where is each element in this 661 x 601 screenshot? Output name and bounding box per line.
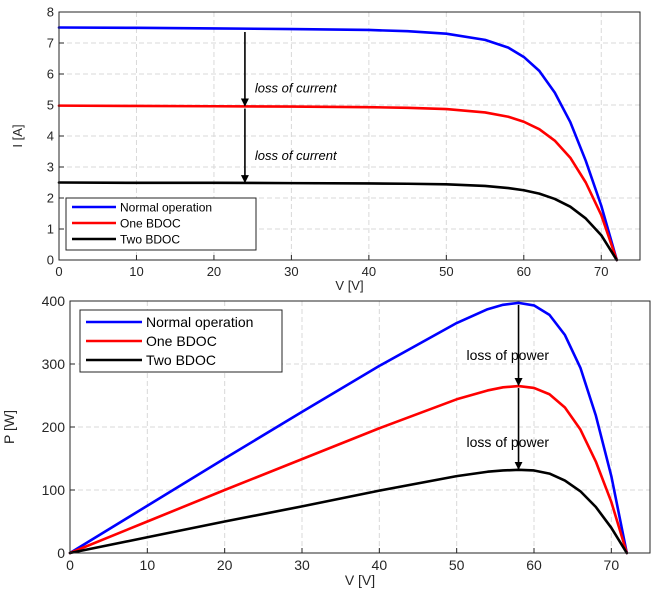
legend: Normal operation One BDOC Two BDOC [79, 309, 283, 373]
x-tick-label: 60 [526, 557, 542, 573]
y-tick-label: 200 [42, 419, 66, 435]
series-line-one-bdoc [57, 104, 619, 262]
x-tick-label: 60 [517, 264, 531, 279]
axes-box [58, 11, 641, 261]
y-tick-label: 7 [47, 36, 54, 51]
y-tick-label: 400 [42, 293, 66, 309]
annotation-label: loss of power [467, 347, 550, 363]
x-axis-label: V [V] [345, 572, 375, 588]
y-tick-label: 300 [42, 356, 66, 372]
x-tick-label: 40 [362, 264, 376, 279]
legend-label: Two BDOC [146, 352, 216, 368]
x-axis-label: V [V] [335, 278, 363, 293]
x-tick-label: 20 [207, 264, 221, 279]
legend-label: Normal operation [146, 314, 253, 330]
y-tick-label: 4 [47, 129, 54, 144]
x-tick-label: 40 [372, 557, 388, 573]
legend: Normal operation One BDOC Two BDOC [65, 197, 257, 251]
x-tick-label: 70 [604, 557, 620, 573]
y-axis-label: I [A] [10, 124, 25, 147]
y-tick-label: 8 [47, 5, 54, 20]
y-tick-label: 3 [47, 160, 54, 175]
x-tick-label: 10 [129, 264, 143, 279]
y-tick-label: 100 [42, 482, 66, 498]
y-tick-label: 1 [47, 222, 54, 237]
legend-label: One BDOC [146, 333, 217, 349]
x-tick-label: 70 [594, 264, 608, 279]
y-tick-label: 6 [47, 67, 54, 82]
axes-box [69, 300, 651, 554]
x-tick-label: 30 [294, 557, 310, 573]
x-tick-label: 0 [66, 557, 74, 573]
legend-label: Normal operation [120, 200, 212, 214]
annotation-label: loss of power [467, 434, 550, 450]
x-tick-label: 30 [284, 264, 298, 279]
series-line-normal-operation [57, 26, 619, 262]
y-axis-label: P [W] [1, 410, 17, 444]
x-tick-label: 50 [439, 264, 453, 279]
series-line-two-bdoc [57, 181, 619, 262]
series-line-one-bdoc [68, 384, 629, 555]
current-voltage-chart: 0 10 20 30 40 50 60 70 0 1 2 3 4 5 6 7 8 loss of current l… [10, 5, 641, 293]
y-tick-label: 0 [47, 253, 54, 268]
annotation-label: loss of current [255, 81, 338, 96]
x-tick-label: 10 [140, 557, 156, 573]
legend-label: One BDOC [120, 216, 181, 230]
legend-label: Two BDOC [120, 232, 180, 246]
annotation-label: loss of current [255, 148, 338, 163]
series-line-two-bdoc [68, 468, 629, 555]
x-tick-label: 50 [449, 557, 465, 573]
power-voltage-chart: 0 10 20 30 40 50 60 70 0 100 200 300 400 loss of powe… [1, 293, 651, 588]
y-tick-label: 2 [47, 191, 54, 206]
series-line-normal-operation [68, 301, 629, 555]
x-tick-label: 20 [217, 557, 233, 573]
x-tick-label: 0 [55, 264, 62, 279]
y-tick-label: 5 [47, 98, 54, 113]
y-tick-label: 0 [57, 545, 65, 561]
